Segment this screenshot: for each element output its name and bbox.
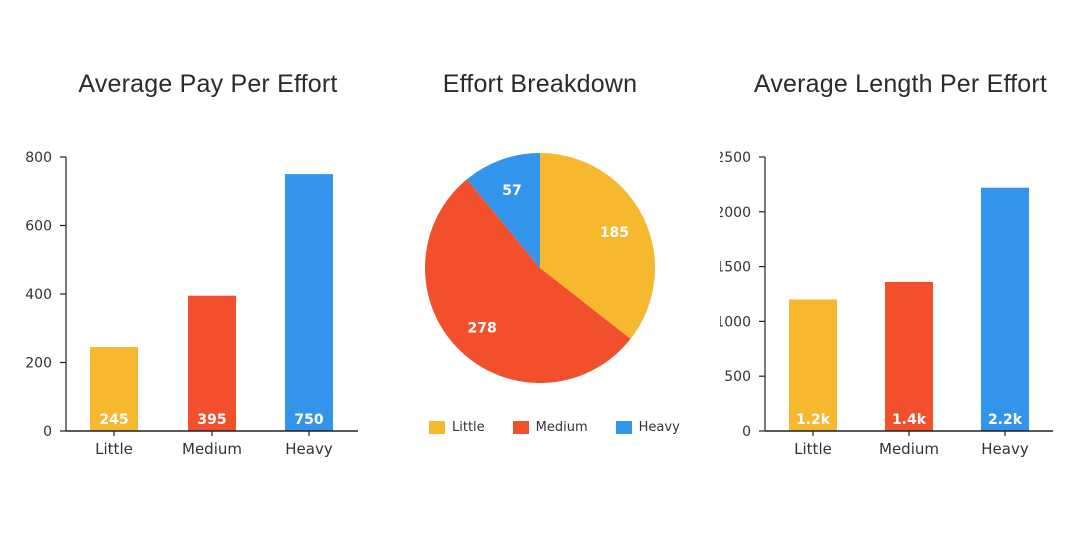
pay-data-label-medium: 395 (197, 412, 226, 428)
effort-chart-title: Effort Breakdown (442, 70, 638, 98)
length-bar-little (789, 299, 837, 431)
length-x-tick-label-heavy: Heavy (981, 440, 1029, 458)
length-y-tick-label-0: 0 (742, 424, 751, 440)
length-data-label-little: 1.2k (796, 412, 831, 428)
legend-label-little: Little (452, 420, 485, 435)
pay-y-tick-label-200: 200 (25, 356, 52, 372)
pay-y-tick-label-600: 600 (25, 219, 52, 235)
length-x-tick-label-little: Little (794, 440, 832, 458)
pay-bar-chart: 0 200 400 600 800 245 Little 395 Medium 750 Heavy (25, 150, 358, 458)
pie-slice-little (540, 153, 655, 339)
pay-x-tick-label-medium: Medium (182, 440, 242, 458)
pie-data-label-little: 185 (600, 225, 629, 241)
pay-bar-heavy (285, 174, 333, 431)
pay-y-tick-label-0: 0 (43, 424, 52, 440)
length-y-tick-label-1500: 1500 (720, 260, 751, 276)
pay-y-tick-label-800: 800 (25, 150, 52, 166)
pay-y-tick-label-400: 400 (25, 287, 52, 303)
pie-slice-medium (424, 179, 631, 384)
length-y-tick-label-2500: 2500 (720, 150, 751, 166)
length-y-tick-label-500: 500 (724, 369, 751, 385)
pay-bar-medium (188, 295, 236, 431)
pay-chart-title: Average Pay Per Effort (78, 70, 338, 98)
length-bar-chart: 0 500 1000 1500 2000 2500 1.2k Little 1.4k Medium… (720, 150, 1053, 458)
legend-swatch-little (429, 421, 445, 434)
pay-data-label-little: 245 (99, 412, 128, 428)
length-bar-medium (885, 281, 933, 431)
effort-pie-chart: 185 278 57 (424, 153, 655, 384)
pie-slice-heavy (466, 153, 540, 268)
pay-x-tick-label-little: Little (95, 440, 133, 458)
legend-swatch-heavy (615, 421, 632, 434)
length-chart-title: Average Length Per Effort (753, 70, 1048, 98)
legend-item-medium[interactable]: Medium (512, 420, 588, 435)
legend-item-little[interactable]: Little (429, 420, 485, 435)
length-y-tick-label-1000: 1000 (720, 314, 751, 330)
pay-data-label-heavy: 750 (294, 412, 323, 428)
legend-swatch-medium (512, 421, 529, 434)
length-bar-heavy (981, 187, 1029, 431)
length-data-label-heavy: 2.2k (988, 412, 1023, 428)
legend-label-heavy: Heavy (638, 420, 680, 435)
length-data-label-medium: 1.4k (892, 412, 927, 428)
pie-data-label-medium: 278 (468, 320, 497, 336)
pay-bar-little (90, 347, 138, 431)
effort-legend: Little Medium Heavy (429, 420, 680, 435)
pay-x-tick-label-heavy: Heavy (285, 440, 333, 458)
legend-label-medium: Medium (535, 420, 588, 435)
length-x-tick-label-medium: Medium (879, 440, 939, 458)
length-y-tick-label-2000: 2000 (720, 205, 751, 221)
pie-data-label-heavy: 57 (502, 183, 521, 199)
legend-item-heavy[interactable]: Heavy (615, 420, 680, 435)
